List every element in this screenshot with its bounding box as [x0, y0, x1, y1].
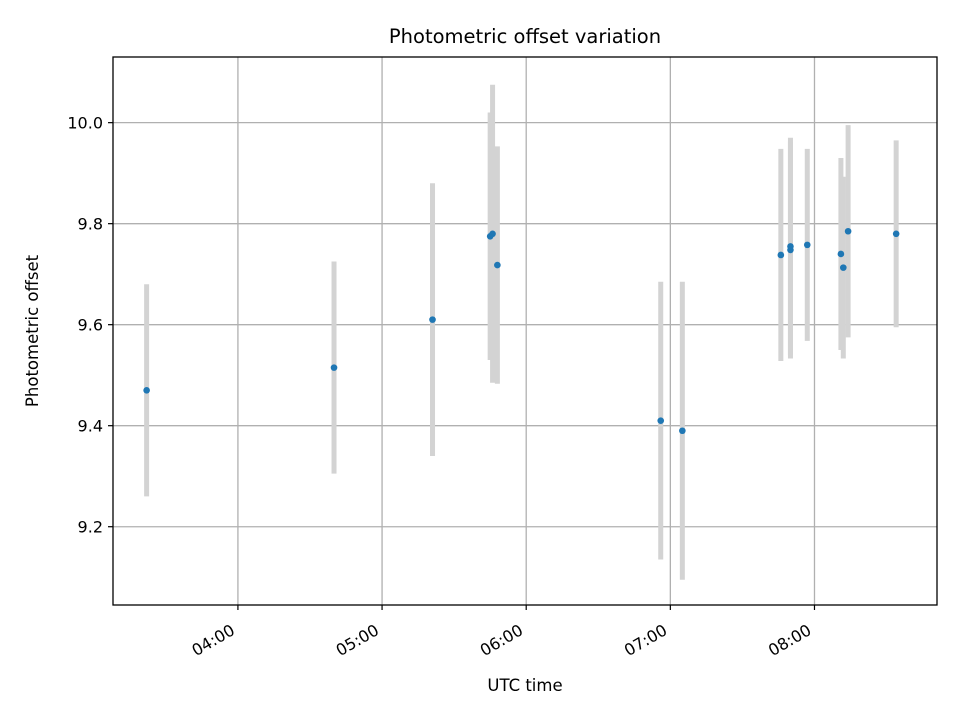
- data-point: [787, 243, 794, 250]
- data-point: [844, 227, 852, 235]
- data-point: [892, 230, 900, 238]
- data-point: [657, 417, 665, 424]
- data-point: [489, 230, 496, 238]
- data-point: [777, 251, 785, 259]
- y-axis-label: Photometric offset: [23, 254, 42, 407]
- data-point: [803, 241, 811, 249]
- y-tick-label: 9.4: [78, 417, 103, 436]
- data-point: [494, 261, 501, 269]
- data-point: [330, 364, 338, 371]
- data-points: [143, 227, 900, 435]
- y-tick-label: 9.2: [78, 518, 103, 537]
- plot-frame: [112, 56, 938, 606]
- y-tick-label: 10.0: [67, 114, 103, 133]
- y-tick-label: 9.8: [78, 215, 103, 234]
- data-point: [143, 387, 150, 394]
- grid: [113, 57, 937, 605]
- data-point: [840, 264, 847, 271]
- data-point: [837, 250, 845, 258]
- chart-title: Photometric offset variation: [389, 25, 661, 48]
- y-tick-label: 9.6: [78, 316, 103, 335]
- data-point: [429, 316, 436, 323]
- data-point: [679, 427, 686, 435]
- x-axis-label: UTC time: [487, 676, 562, 695]
